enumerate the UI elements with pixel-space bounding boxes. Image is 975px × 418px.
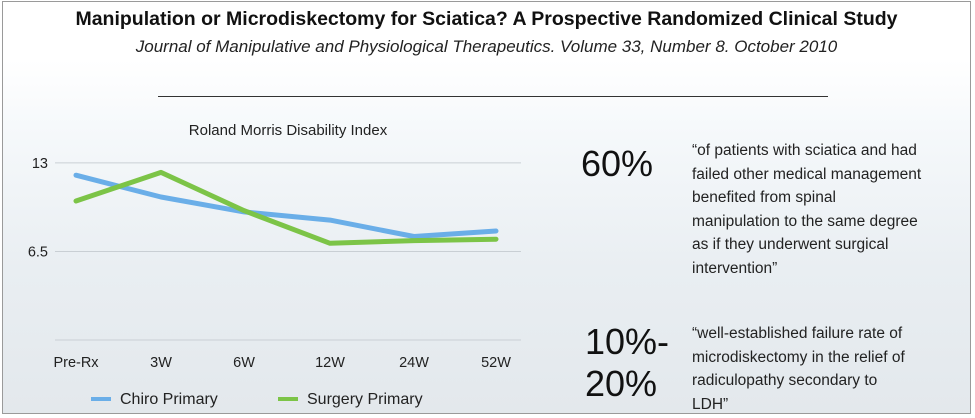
- quote-line: intervention”: [692, 257, 921, 281]
- stat-60-value: 60%: [581, 144, 653, 184]
- quote-line: LDH”: [692, 393, 905, 415]
- x-tick-label: 24W: [399, 355, 429, 371]
- y-tick-label: 6.5: [28, 244, 48, 260]
- x-tick-label: 6W: [233, 355, 255, 371]
- legend-label: Chiro Primary: [120, 391, 218, 408]
- x-tick-label: Pre-Rx: [53, 355, 99, 371]
- y-tick-label: 13: [32, 156, 48, 172]
- legend-label: Surgery Primary: [307, 391, 423, 408]
- quote-line: benefited from spinal: [692, 186, 921, 210]
- quote-line: manipulation to the same degree: [692, 210, 921, 234]
- stat-failure-value-line-2: 20%: [585, 364, 657, 404]
- quote-line: radiculopathy secondary to: [692, 369, 905, 393]
- quote-line: “of patients with sciatica and had: [692, 139, 921, 163]
- stat-60-quote: “of patients with sciatica and had faile…: [692, 139, 921, 280]
- chart-title: Roland Morris Disability Index: [189, 122, 388, 139]
- x-tick-label: 3W: [150, 355, 172, 371]
- x-tick-label: 52W: [481, 355, 511, 371]
- quote-line: “well-established failure rate of: [692, 322, 905, 346]
- stat-failure-value-line-1: 10%-: [585, 322, 669, 362]
- quote-line: failed other medical management: [692, 163, 921, 187]
- x-tick-label: 12W: [315, 355, 345, 371]
- quote-line: microdiskectomy in the relief of: [692, 346, 905, 370]
- stat-failure-quote: “well-established failure rate of microd…: [692, 322, 905, 414]
- quote-line: as if they underwent surgical: [692, 233, 921, 257]
- series-line-surgery-primary: [76, 172, 496, 243]
